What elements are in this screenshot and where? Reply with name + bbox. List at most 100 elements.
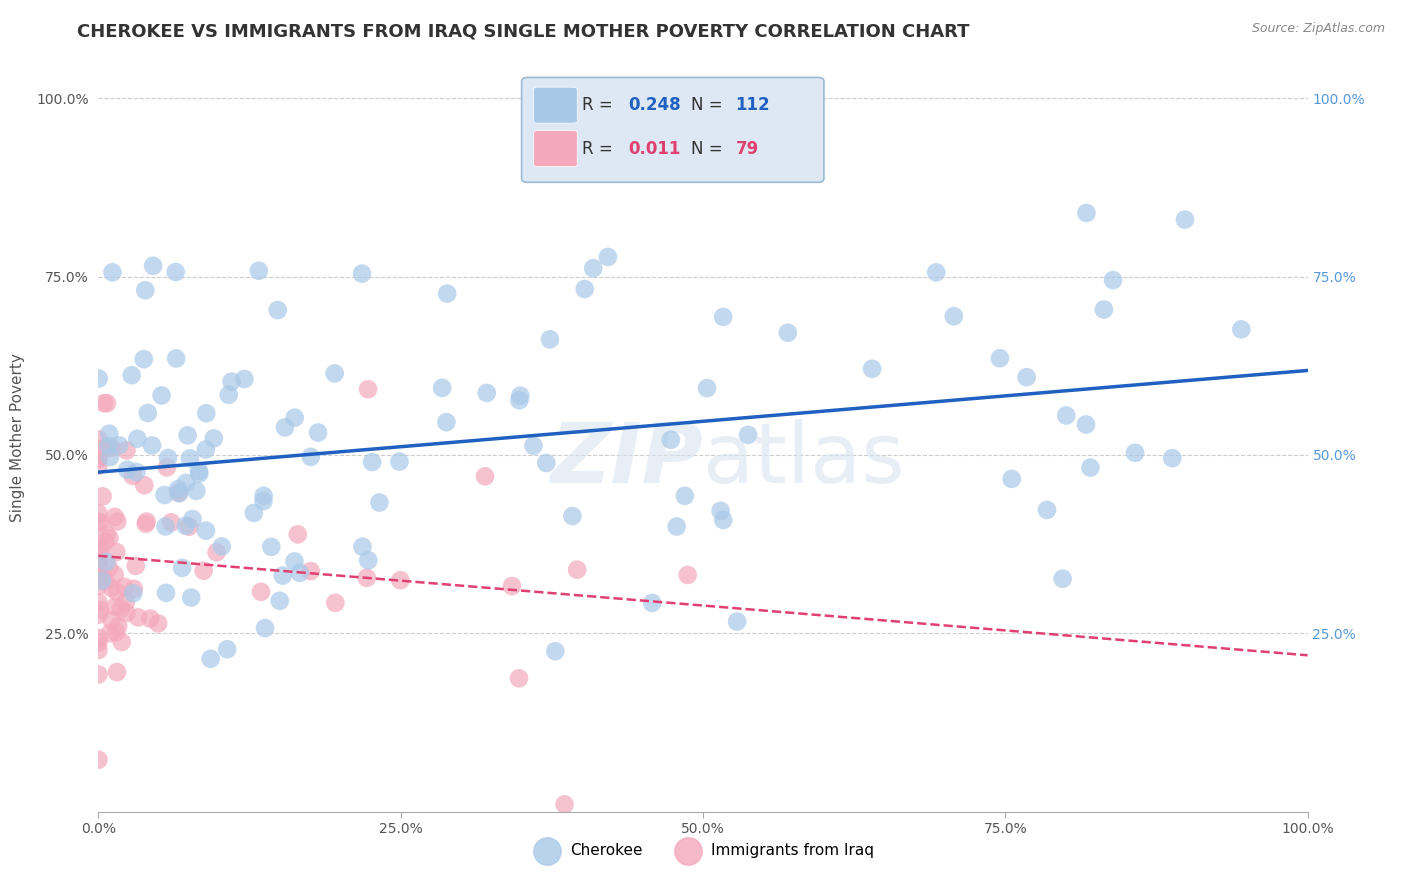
Point bbox=[142, 259, 165, 273]
Point bbox=[87, 753, 110, 767]
Point bbox=[93, 396, 115, 410]
Point bbox=[167, 485, 190, 500]
Point bbox=[135, 516, 157, 531]
Point bbox=[436, 415, 458, 429]
Point bbox=[357, 553, 380, 567]
Point bbox=[243, 506, 266, 520]
Point bbox=[104, 509, 127, 524]
Point bbox=[284, 410, 307, 425]
Point bbox=[1174, 212, 1197, 227]
Point bbox=[134, 478, 156, 492]
FancyBboxPatch shape bbox=[534, 130, 578, 167]
Point bbox=[181, 512, 204, 526]
Point bbox=[205, 545, 228, 559]
Y-axis label: Single Mother Poverty: Single Mother Poverty bbox=[10, 352, 25, 522]
Point bbox=[172, 561, 194, 575]
Point bbox=[200, 652, 222, 666]
Point bbox=[121, 368, 143, 383]
Point bbox=[1092, 302, 1115, 317]
Point bbox=[91, 442, 114, 456]
Point bbox=[1036, 503, 1059, 517]
Point bbox=[114, 595, 136, 609]
Point bbox=[665, 519, 688, 533]
Point bbox=[211, 540, 233, 554]
Point bbox=[659, 433, 682, 447]
Point bbox=[107, 619, 129, 633]
Point bbox=[188, 467, 211, 481]
Point bbox=[91, 489, 114, 503]
Point bbox=[274, 420, 297, 434]
Point bbox=[195, 406, 218, 420]
Point bbox=[673, 489, 696, 503]
Point bbox=[544, 644, 567, 658]
Point bbox=[269, 593, 291, 607]
Point bbox=[87, 515, 110, 529]
Point bbox=[96, 527, 118, 541]
Point bbox=[202, 432, 225, 446]
Point bbox=[89, 543, 111, 558]
Point bbox=[87, 565, 110, 579]
Point bbox=[711, 310, 734, 324]
Point bbox=[368, 495, 391, 509]
Point bbox=[1015, 370, 1038, 384]
Point bbox=[501, 579, 523, 593]
Point bbox=[134, 283, 156, 297]
Point bbox=[96, 555, 118, 569]
Point bbox=[153, 488, 176, 502]
Text: 0.011: 0.011 bbox=[628, 140, 681, 158]
Point bbox=[94, 534, 117, 549]
Point bbox=[179, 451, 201, 466]
Point bbox=[725, 615, 748, 629]
Text: ZIP: ZIP bbox=[550, 419, 703, 500]
Point bbox=[89, 603, 111, 617]
Point bbox=[160, 516, 183, 530]
Point bbox=[125, 558, 148, 573]
Point bbox=[100, 441, 122, 455]
Point bbox=[104, 567, 127, 582]
Point bbox=[299, 564, 322, 578]
Point bbox=[925, 265, 948, 279]
Point bbox=[155, 519, 177, 533]
Point bbox=[538, 332, 561, 346]
Point bbox=[165, 265, 187, 279]
Point bbox=[105, 585, 128, 599]
Point bbox=[156, 450, 179, 465]
Point bbox=[174, 475, 197, 490]
Point bbox=[167, 486, 190, 500]
Point bbox=[136, 406, 159, 420]
Point bbox=[87, 667, 110, 681]
Point bbox=[110, 601, 132, 615]
Point bbox=[267, 303, 290, 318]
Point bbox=[561, 509, 583, 524]
Point bbox=[96, 396, 118, 410]
Point bbox=[105, 515, 128, 529]
Point bbox=[1102, 273, 1125, 287]
Point bbox=[100, 581, 122, 595]
Point bbox=[87, 554, 110, 568]
Point bbox=[252, 494, 274, 508]
Point bbox=[87, 555, 110, 569]
Point bbox=[89, 516, 111, 530]
Point bbox=[87, 643, 110, 657]
Point bbox=[254, 621, 277, 635]
Point bbox=[283, 554, 305, 568]
Point bbox=[1123, 446, 1146, 460]
Point bbox=[357, 382, 380, 396]
Point bbox=[186, 483, 208, 498]
Point bbox=[100, 613, 122, 627]
Point bbox=[1161, 451, 1184, 466]
Point bbox=[105, 545, 128, 559]
Point bbox=[122, 582, 145, 596]
Point bbox=[167, 482, 190, 496]
Point bbox=[508, 393, 530, 408]
Point bbox=[121, 469, 143, 483]
Point bbox=[112, 580, 135, 594]
Point bbox=[287, 527, 309, 541]
Point bbox=[299, 450, 322, 464]
Point bbox=[430, 381, 453, 395]
Text: R =: R = bbox=[582, 96, 619, 114]
Point bbox=[388, 454, 411, 468]
Point bbox=[536, 456, 558, 470]
Point bbox=[323, 367, 346, 381]
Point bbox=[176, 428, 198, 442]
